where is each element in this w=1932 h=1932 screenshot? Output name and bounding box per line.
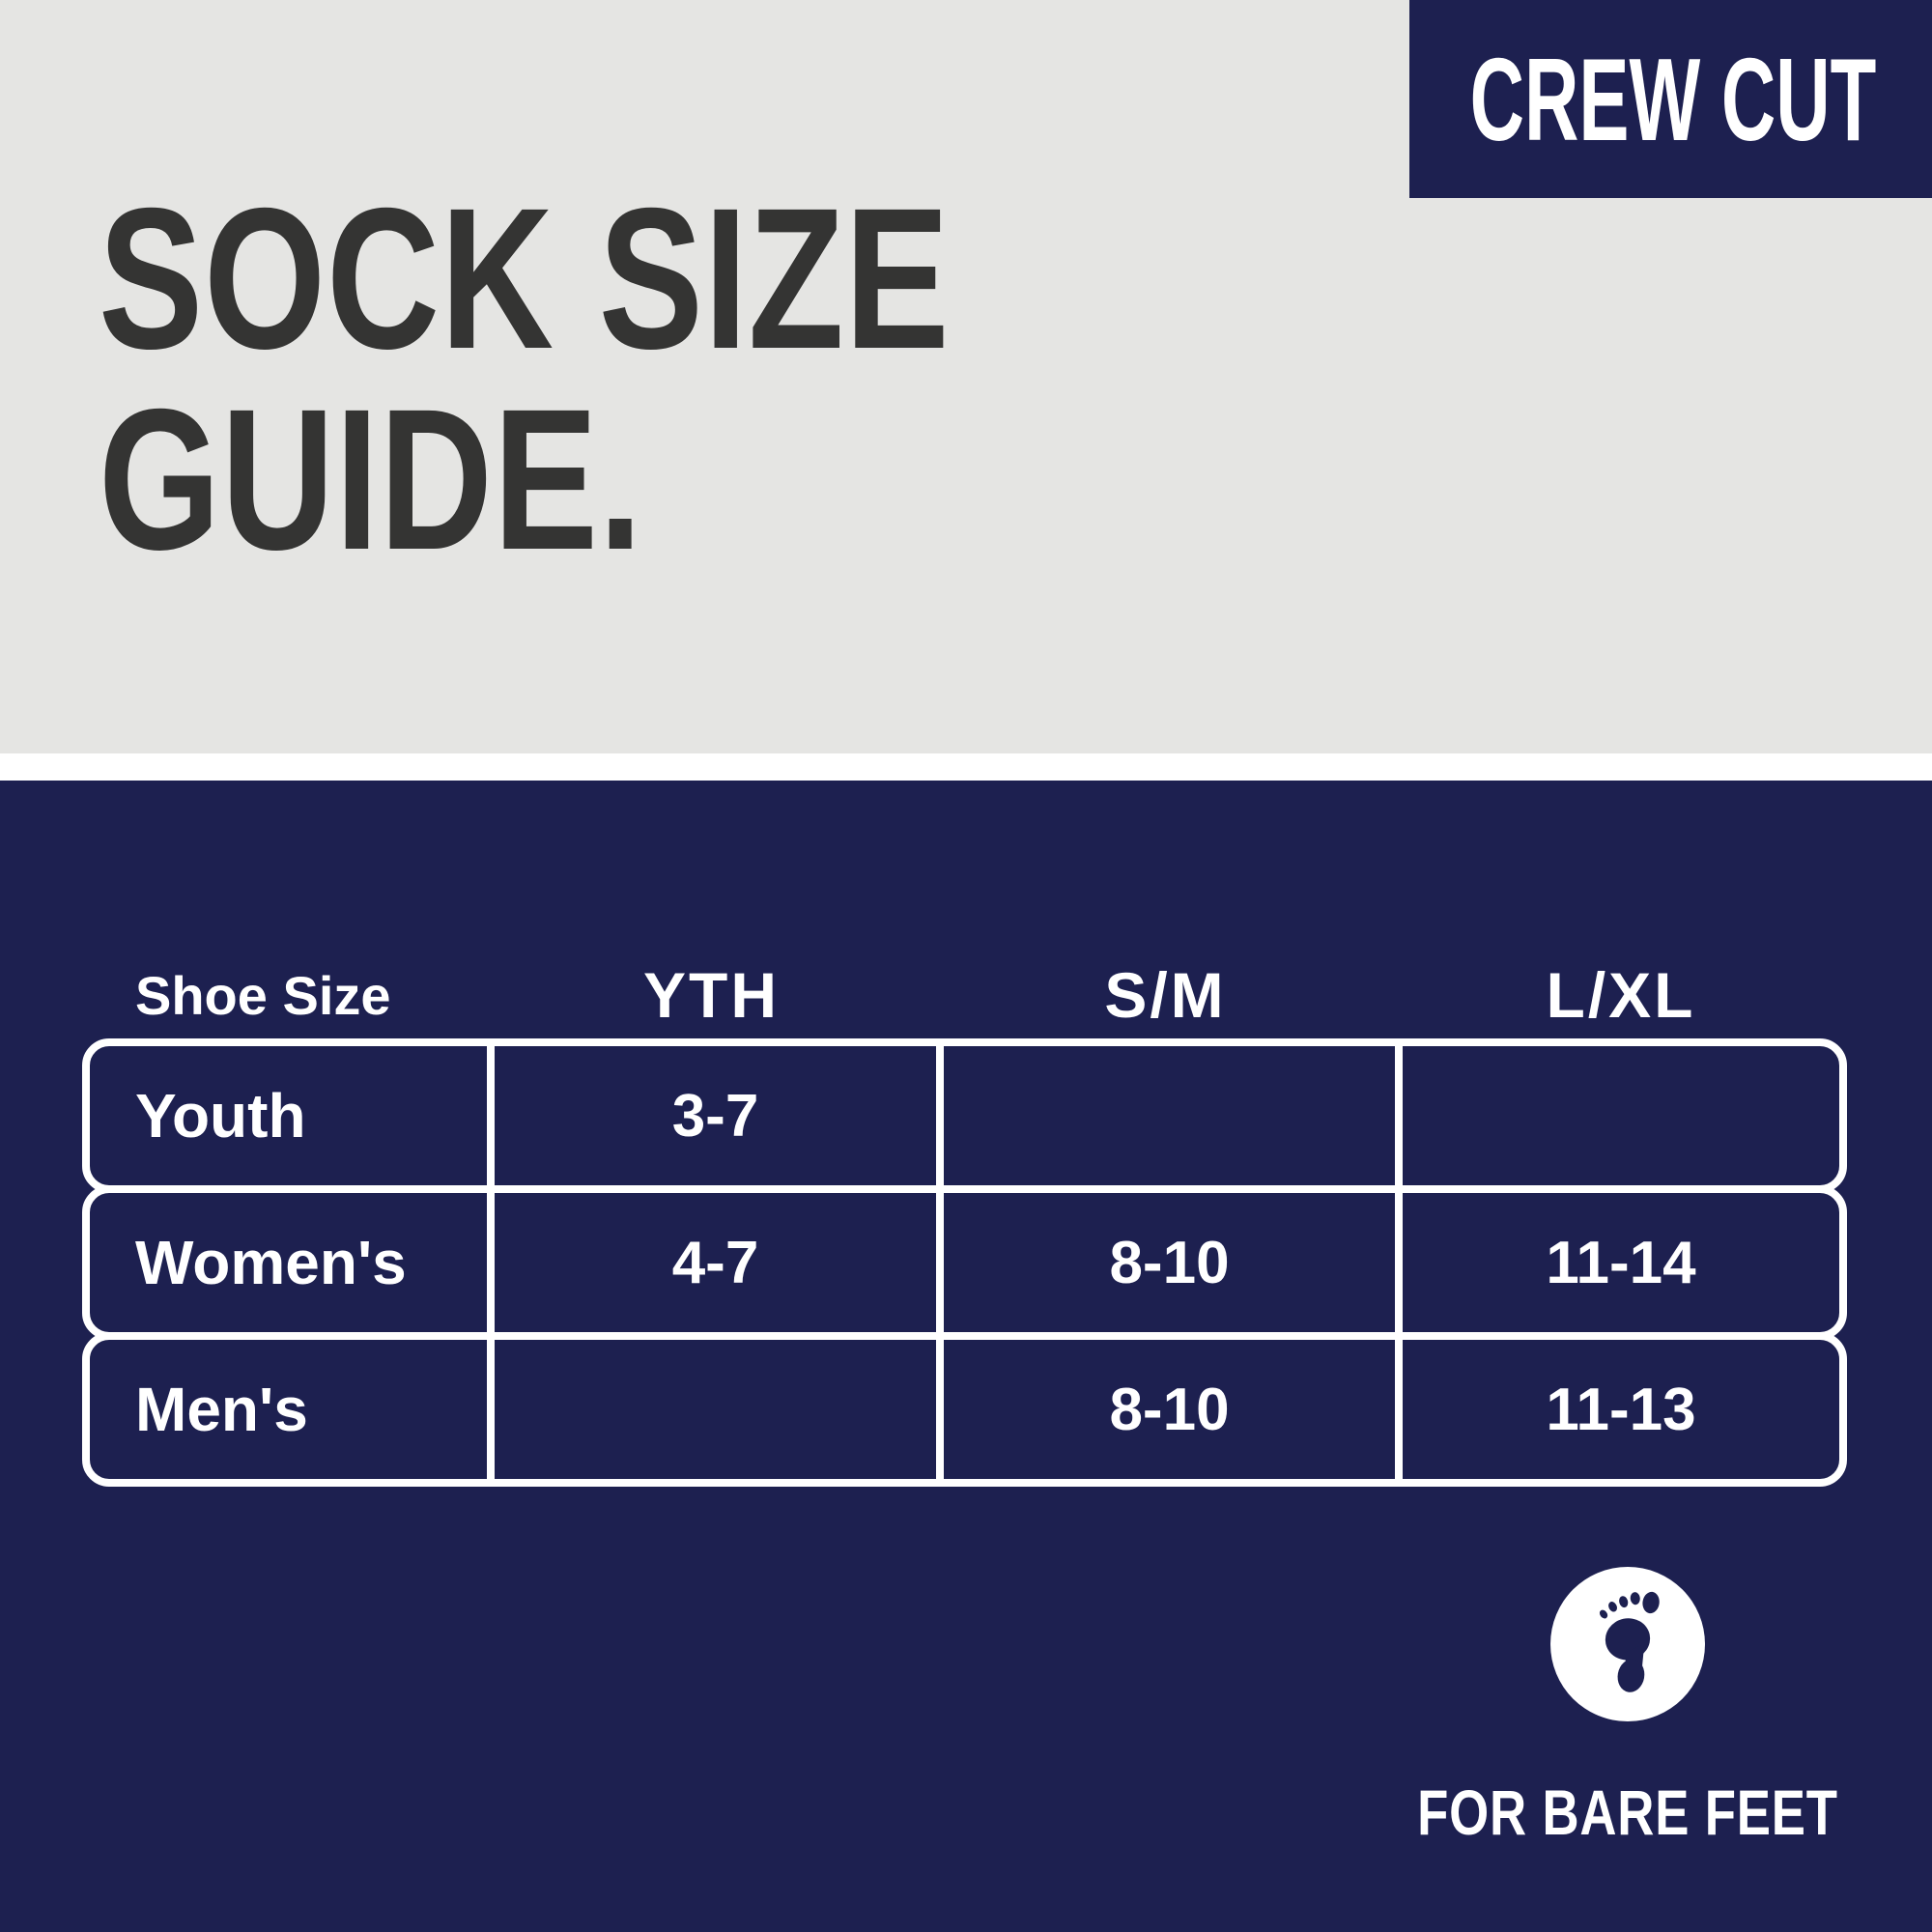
size-table: Youth 3-7 Women's 4-7 8-10 11-14 Men's 8… [82,1038,1847,1487]
column-header-lxl: L/XL [1546,959,1696,1031]
yth-value: 4-7 [487,1193,936,1332]
table-row-youth: Youth 3-7 [82,1038,1847,1193]
yth-value [487,1340,936,1479]
table-header-row: Shoe Size YTH S/M L/XL [82,952,1847,1038]
lxl-value: 11-13 [1395,1340,1839,1479]
table-row-womens: Women's 4-7 8-10 11-14 [82,1185,1847,1340]
section-divider [0,753,1932,781]
sm-value: 8-10 [936,1340,1395,1479]
table-row-mens: Men's 8-10 11-13 [82,1332,1847,1487]
lxl-value: 11-14 [1395,1193,1839,1332]
column-header-shoe-size: Shoe Size [135,964,391,1026]
row-label: Men's [135,1375,308,1444]
sm-value: 8-10 [936,1193,1395,1332]
sm-value [936,1046,1395,1185]
crew-cut-badge: CREW CUT [1409,0,1932,198]
page-title: SOCK SIZE GUIDE. [99,179,1190,581]
yth-value: 3-7 [487,1046,936,1185]
page-title-line-2: GUIDE. [99,368,643,592]
footprint-icon [1599,1591,1660,1692]
row-label: Women's [135,1228,407,1297]
page-title-line-1: SOCK SIZE [99,167,951,391]
row-label: Youth [135,1081,306,1151]
brand-name: FOR BARE FEET [1417,1776,1838,1848]
crew-cut-badge-label: CREW CUT [1469,33,1876,165]
lxl-value [1395,1046,1839,1185]
column-header-yth: YTH [643,959,780,1031]
column-header-sm: S/M [1104,959,1227,1031]
brand-logo [1550,1567,1705,1721]
